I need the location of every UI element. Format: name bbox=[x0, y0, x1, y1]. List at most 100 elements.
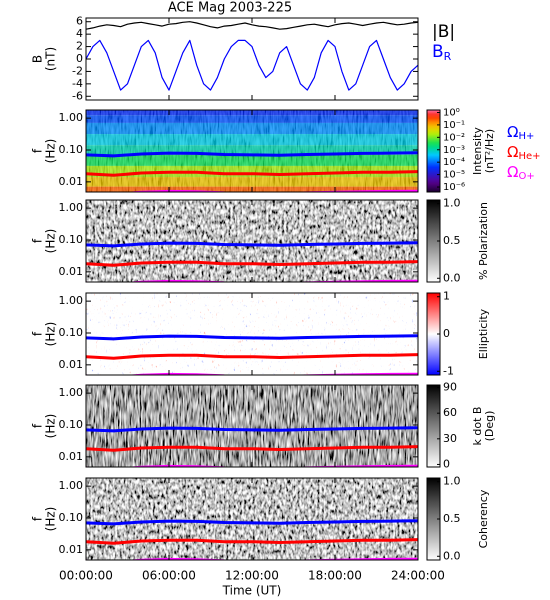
line bbox=[86, 39, 418, 91]
y-tick-label: 6 bbox=[76, 15, 83, 28]
gyrofrequency-line bbox=[86, 260, 418, 267]
gyrofrequency-line bbox=[86, 353, 418, 360]
legend-entry: BR bbox=[432, 42, 452, 63]
panel bbox=[86, 110, 418, 192]
colorbar-label: Coherency bbox=[477, 489, 490, 548]
colorbar-tick-label: 0.5 bbox=[443, 512, 461, 525]
gyrofrequency-line bbox=[86, 519, 418, 526]
x-tick-label: 12:00:00 bbox=[225, 569, 279, 583]
y-axis-label: (Hz) bbox=[44, 139, 58, 164]
colorbar-tick-label: 0.0 bbox=[443, 271, 461, 284]
y-tick-label: 1.00 bbox=[59, 386, 84, 399]
colorbar-tick-label: 10⁻⁴ bbox=[443, 157, 465, 168]
colorbar-tick-label: 10⁻⁶ bbox=[443, 182, 465, 193]
panel bbox=[86, 478, 418, 560]
colorbar-tick-label: 90 bbox=[443, 381, 457, 394]
gyrofrequency-line bbox=[86, 538, 418, 545]
y-tick-label: 0.10 bbox=[59, 511, 84, 524]
colorbar-tick-label: 10⁰ bbox=[443, 107, 460, 118]
spectrogram-texture bbox=[86, 293, 418, 375]
y-tick-label: 0 bbox=[76, 52, 83, 65]
y-axis-label: f bbox=[31, 148, 45, 153]
y-axis-label: (Hz) bbox=[44, 322, 58, 347]
legend-subscript: R bbox=[444, 50, 452, 63]
y-tick-label: 0.01 bbox=[59, 450, 84, 463]
colorbar-tick-label: 1.0 bbox=[443, 197, 461, 210]
y-tick-label: 0.01 bbox=[59, 175, 84, 188]
y-tick-label: 1.00 bbox=[59, 111, 84, 124]
y-tick-label: 0.01 bbox=[59, 543, 84, 556]
x-tick-label: 06:00:00 bbox=[142, 569, 196, 583]
y-axis-label: f bbox=[31, 423, 45, 428]
gyrofrequency-line bbox=[86, 170, 418, 177]
title: ACE Mag 2003-225 bbox=[168, 1, 292, 16]
panel bbox=[86, 385, 418, 467]
gyrofrequency-legend: ΩO+ bbox=[507, 163, 535, 183]
gyrofrequency-line bbox=[86, 426, 418, 433]
y-tick-label: 1.00 bbox=[59, 294, 84, 307]
y-axis-label: f bbox=[31, 238, 45, 243]
y-tick-label: -6 bbox=[72, 89, 83, 102]
y-axis-label: f bbox=[31, 331, 45, 336]
colorbar-label: (nT²/Hz) bbox=[483, 129, 496, 173]
y-tick-label: 0.10 bbox=[59, 143, 84, 156]
y-tick-label: 1.00 bbox=[59, 479, 84, 492]
panel bbox=[86, 200, 418, 282]
y-tick-label: -4 bbox=[72, 77, 83, 90]
y-axis-label: B bbox=[31, 55, 45, 63]
colorbar-tick-label: 0 bbox=[443, 327, 450, 340]
colorbar-tick-label: 0.0 bbox=[443, 549, 461, 562]
gyrofrequency-legend: ΩHe+ bbox=[507, 143, 541, 163]
y-tick-label: 0.01 bbox=[59, 265, 84, 278]
y-axis-label: (Hz) bbox=[44, 229, 58, 254]
legend-entry: |B| bbox=[432, 22, 455, 42]
legend-subscript: He+ bbox=[518, 151, 540, 162]
legend-name: |B| bbox=[432, 22, 455, 42]
y-tick-label: 2 bbox=[76, 40, 83, 53]
colorbar-label: (Deg) bbox=[483, 411, 496, 442]
colorbar-tick-label: 10⁻¹ bbox=[443, 120, 465, 131]
y-axis-label: (nT) bbox=[44, 47, 58, 71]
gyrofrequency-line bbox=[86, 334, 418, 341]
colorbar-tick-label: 10⁻² bbox=[443, 132, 465, 143]
colorbar-tick-label: 0.5 bbox=[443, 234, 461, 247]
colorbar-tick-label: 1 bbox=[443, 290, 450, 303]
legend-symbol: Ω bbox=[507, 123, 518, 141]
y-axis-label: (Hz) bbox=[44, 414, 58, 439]
spectrogram-texture bbox=[86, 200, 418, 282]
colorbar-tick-label: 60 bbox=[443, 406, 457, 419]
x-tick-label: 24:00:00 bbox=[391, 569, 445, 583]
y-tick-label: 4 bbox=[76, 27, 83, 40]
legend-subscript: H+ bbox=[518, 131, 534, 142]
colorbar-tick-label: 10⁻³ bbox=[443, 145, 465, 156]
colorbar-tick-label: 0 bbox=[443, 457, 450, 470]
legend-symbol: Ω bbox=[507, 143, 518, 161]
y-tick-label: 1.00 bbox=[59, 201, 84, 214]
line bbox=[86, 21, 418, 30]
y-tick-label: -2 bbox=[72, 64, 83, 77]
x-axis-label: Time (UT) bbox=[222, 584, 282, 598]
colorbar-label: % Polarization bbox=[477, 202, 490, 280]
plot-frame bbox=[85, 17, 419, 101]
x-tick-label: 18:00:00 bbox=[308, 569, 362, 583]
colorbar-label: Ellipticity bbox=[477, 308, 490, 359]
colorbar-label: Intensity bbox=[471, 127, 484, 175]
panel bbox=[86, 293, 418, 375]
colorbar-label: k dot B bbox=[471, 407, 484, 446]
gyrofrequency-line bbox=[86, 151, 418, 158]
gyrofrequency-legend: ΩH+ bbox=[507, 123, 534, 143]
colorbar bbox=[426, 384, 441, 468]
colorbar-tick-label: 10⁻⁵ bbox=[443, 170, 465, 181]
gyrofrequency-line bbox=[86, 445, 418, 452]
colorbar bbox=[426, 109, 441, 193]
colorbar-tick-label: -1 bbox=[443, 364, 454, 377]
gyrofrequency-line bbox=[86, 241, 418, 248]
y-axis-label: f bbox=[31, 516, 45, 521]
legend-subscript: O+ bbox=[518, 171, 534, 182]
y-tick-label: 0.01 bbox=[59, 358, 84, 371]
colorbar-tick-label: 30 bbox=[443, 432, 457, 445]
x-tick-label: 00:00:00 bbox=[59, 569, 113, 583]
y-tick-label: 0.10 bbox=[59, 233, 84, 246]
spectrogram-texture bbox=[86, 385, 418, 467]
